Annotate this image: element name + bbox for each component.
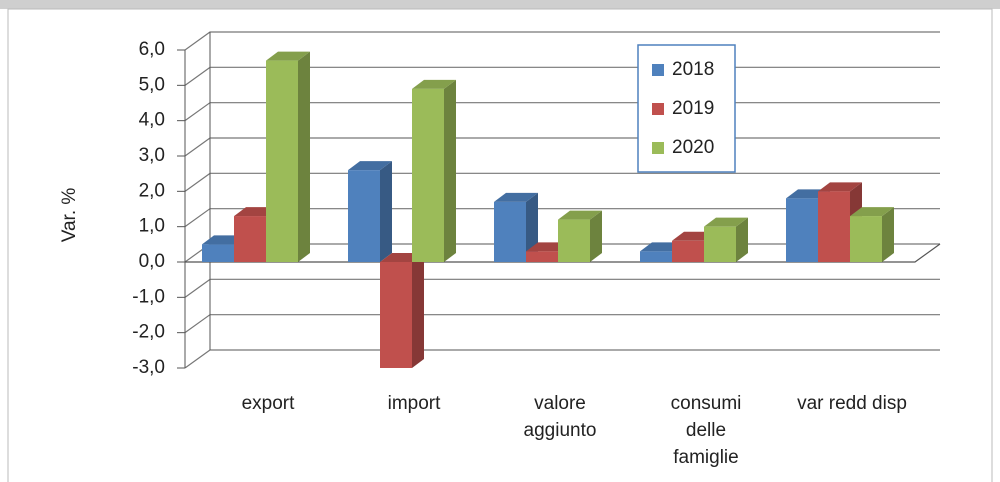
chart-frame bbox=[7, 8, 993, 482]
bar-top bbox=[818, 182, 862, 192]
bar-top bbox=[704, 217, 748, 227]
bar bbox=[412, 79, 456, 262]
bar-side bbox=[298, 51, 310, 262]
y-tick-label: 4,0 bbox=[139, 110, 165, 131]
y-tick-label: 0,0 bbox=[139, 251, 165, 272]
top-band bbox=[0, 0, 1000, 9]
bar-top bbox=[850, 207, 894, 217]
bar bbox=[266, 51, 310, 262]
bar-side bbox=[444, 79, 456, 262]
legend-swatch bbox=[652, 64, 664, 76]
x-tick-label: import bbox=[387, 393, 441, 414]
bar-front bbox=[412, 88, 444, 262]
y-tick-label: -3,0 bbox=[132, 357, 165, 378]
bar-front bbox=[704, 226, 736, 262]
bar-front bbox=[672, 240, 704, 262]
y-tick-label: 5,0 bbox=[139, 74, 165, 95]
bar-front bbox=[786, 198, 818, 262]
legend-swatch bbox=[652, 103, 664, 115]
bar-front bbox=[558, 219, 590, 262]
bar-front bbox=[818, 191, 850, 262]
y-tick-label: 3,0 bbox=[139, 145, 165, 166]
bar-top bbox=[348, 161, 392, 171]
y-tick-label: 2,0 bbox=[139, 180, 165, 201]
bar-front bbox=[202, 244, 234, 262]
bar-top bbox=[266, 51, 310, 61]
y-tick-label: -2,0 bbox=[132, 322, 165, 343]
x-tick-label: valore aggiunto bbox=[523, 393, 597, 441]
y-axis-label: Var. % bbox=[59, 188, 80, 243]
y-tick-label: -1,0 bbox=[132, 286, 165, 307]
bar bbox=[704, 217, 748, 262]
bar-top bbox=[558, 210, 602, 220]
legend-label: 2019 bbox=[672, 98, 714, 119]
legend-swatch bbox=[652, 142, 664, 154]
bar-front bbox=[526, 251, 558, 262]
legend-label: 2018 bbox=[672, 59, 714, 80]
bar-front bbox=[494, 201, 526, 262]
bar-top bbox=[412, 79, 456, 89]
bar-side bbox=[380, 161, 392, 262]
legend-label: 2020 bbox=[672, 137, 714, 158]
bar-front bbox=[348, 170, 380, 262]
bar-top bbox=[494, 192, 538, 202]
bar-side bbox=[412, 253, 424, 368]
y-tick-label: 1,0 bbox=[139, 216, 165, 237]
x-tick-label: consumi delle famiglie bbox=[670, 393, 742, 468]
bar bbox=[850, 207, 894, 262]
grid-line bbox=[184, 31, 940, 51]
bar-side bbox=[882, 207, 894, 262]
x-tick-label: var redd disp bbox=[797, 393, 907, 414]
bar-front bbox=[640, 251, 672, 262]
bar-front bbox=[234, 216, 266, 262]
bar bbox=[380, 253, 424, 368]
x-tick-label: export bbox=[241, 393, 295, 414]
bar-front bbox=[850, 216, 882, 262]
bar bbox=[558, 210, 602, 262]
grid-line bbox=[184, 349, 940, 369]
bar-side bbox=[590, 210, 602, 262]
y-tick-label: 6,0 bbox=[139, 39, 165, 60]
bar-front bbox=[266, 60, 298, 262]
bar-front bbox=[380, 262, 412, 368]
bar bbox=[494, 192, 538, 262]
grid-line bbox=[184, 278, 940, 298]
grid-line bbox=[184, 314, 940, 334]
bar-side bbox=[736, 217, 748, 262]
bar bbox=[348, 161, 392, 262]
